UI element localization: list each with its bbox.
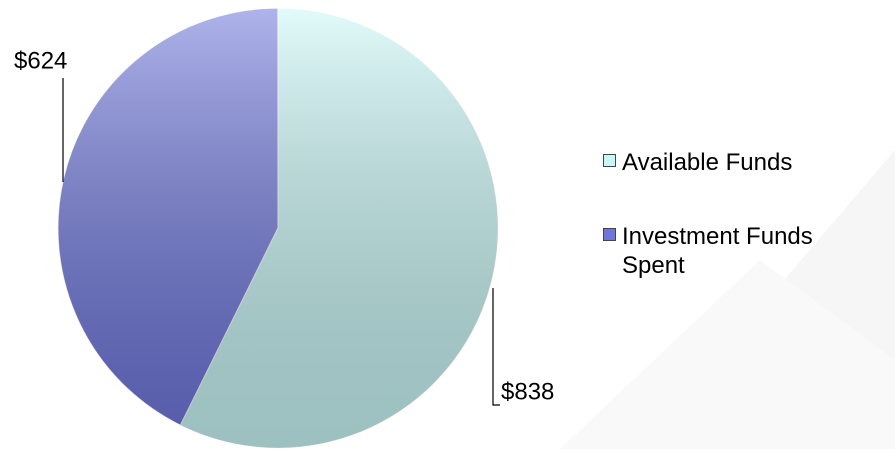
legend-swatch: [603, 228, 616, 241]
leader-line: [492, 288, 500, 406]
legend-swatch: [603, 154, 616, 167]
legend-item: Available Funds: [603, 148, 882, 177]
data-label: $838: [501, 378, 554, 405]
background-shape: [560, 260, 895, 449]
data-label: $624: [14, 47, 67, 74]
legend-label: Investment Funds Spent: [622, 223, 813, 279]
pie: [57, 7, 499, 449]
legend-label: Available Funds: [622, 149, 793, 176]
legend-item: Investment Funds Spent: [603, 222, 822, 280]
